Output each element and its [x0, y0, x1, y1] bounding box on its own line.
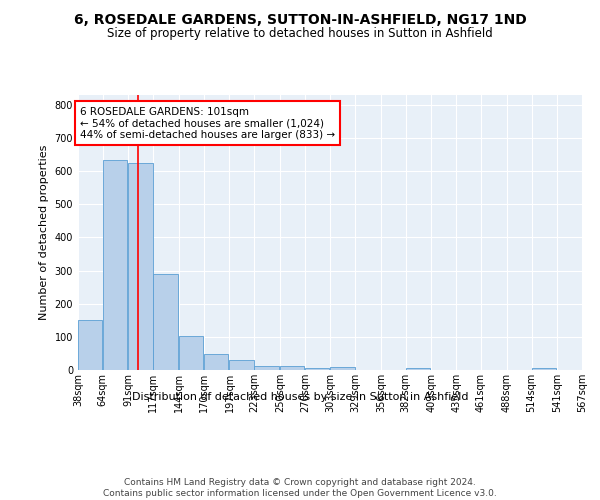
Bar	[305, 368, 329, 370]
Bar	[179, 336, 203, 370]
Bar	[280, 366, 304, 370]
Text: Contains HM Land Registry data © Crown copyright and database right 2024.
Contai: Contains HM Land Registry data © Crown c…	[103, 478, 497, 498]
Bar	[331, 367, 355, 370]
Text: Distribution of detached houses by size in Sutton in Ashfield: Distribution of detached houses by size …	[132, 392, 468, 402]
Bar	[128, 163, 153, 370]
Bar	[532, 368, 556, 370]
Text: 6 ROSEDALE GARDENS: 101sqm
← 54% of detached houses are smaller (1,024)
44% of s: 6 ROSEDALE GARDENS: 101sqm ← 54% of deta…	[80, 106, 335, 140]
Bar	[103, 160, 127, 370]
Bar	[153, 274, 178, 370]
Y-axis label: Number of detached properties: Number of detached properties	[39, 145, 49, 320]
Text: 6, ROSEDALE GARDENS, SUTTON-IN-ASHFIELD, NG17 1ND: 6, ROSEDALE GARDENS, SUTTON-IN-ASHFIELD,…	[74, 12, 526, 26]
Bar	[406, 368, 430, 370]
Bar	[229, 360, 254, 370]
Bar	[254, 366, 279, 370]
Bar	[204, 354, 228, 370]
Text: Size of property relative to detached houses in Sutton in Ashfield: Size of property relative to detached ho…	[107, 28, 493, 40]
Bar	[78, 320, 103, 370]
